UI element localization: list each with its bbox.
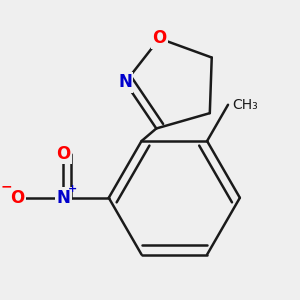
Text: O: O [152, 29, 167, 47]
Text: N: N [118, 73, 132, 91]
Text: −: − [0, 180, 12, 194]
Text: CH₃: CH₃ [232, 98, 258, 112]
Text: O: O [56, 145, 70, 163]
Text: N: N [56, 189, 70, 207]
Text: +: + [68, 184, 77, 194]
Text: O: O [11, 189, 25, 207]
